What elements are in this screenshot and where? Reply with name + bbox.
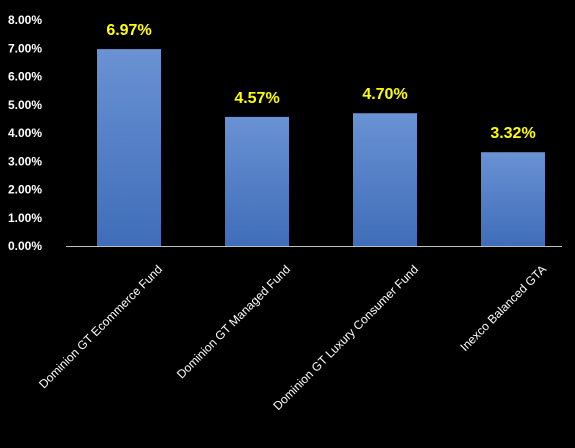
bar (225, 116, 289, 247)
y-tick-label: 8.00% (8, 13, 42, 27)
category-label: Inexco Balanced GTA (457, 262, 549, 354)
y-tick-label: 4.00% (8, 126, 42, 140)
y-tick-label: 5.00% (8, 98, 42, 112)
y-tick-label: 7.00% (8, 41, 42, 55)
bar (481, 152, 545, 246)
data-label: 3.32% (490, 125, 535, 142)
data-label: 4.57% (234, 90, 279, 107)
data-label: 6.97% (106, 22, 151, 39)
category-label: Dominion GT Managed Fund (174, 262, 293, 381)
bar (97, 49, 161, 246)
category-label: Dominion GT Ecommerce Fund (36, 262, 165, 391)
y-tick-label: 1.00% (8, 211, 42, 225)
y-tick-label: 0.00% (8, 239, 42, 253)
y-tick-label: 3.00% (8, 154, 42, 168)
y-tick-label: 2.00% (8, 183, 42, 197)
bars (97, 49, 545, 247)
bar (353, 113, 417, 246)
data-labels: 6.97% 4.57% 4.70% 3.32% (106, 22, 535, 142)
category-label: Dominion GT Luxury Consumer Fund (270, 262, 421, 413)
y-axis-ticks: 0.00% 1.00% 2.00% 3.00% 4.00% 5.00% 6.00% 7.00%… (8, 13, 42, 253)
data-label: 4.70% (362, 86, 407, 103)
category-labels: Dominion GT Ecommerce Fund Dominion GT Ma… (36, 262, 549, 413)
y-tick-label: 6.00% (8, 70, 42, 84)
